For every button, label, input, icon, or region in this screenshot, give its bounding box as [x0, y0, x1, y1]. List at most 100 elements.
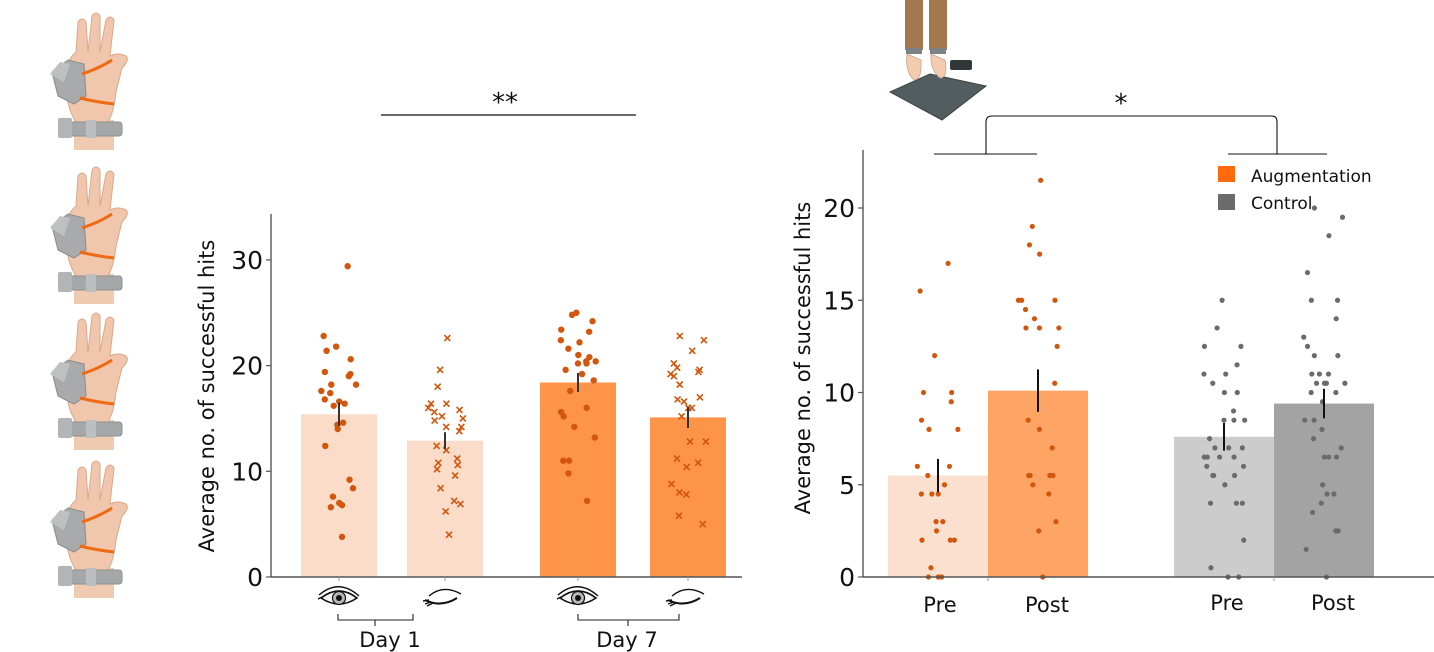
- data-point: [935, 491, 941, 497]
- data-point: [1311, 353, 1317, 359]
- data-point: [442, 423, 450, 431]
- y-tick-label: 20: [823, 194, 855, 223]
- data-point: [344, 263, 351, 270]
- data-point: [335, 398, 343, 405]
- y-tick-label: 20: [231, 352, 263, 381]
- data-point: [1234, 389, 1240, 396]
- data-point: [1311, 205, 1318, 211]
- left-significance-label: **: [492, 88, 518, 118]
- data-point: [674, 395, 682, 403]
- x-tick-pre-augmentation: Pre: [923, 593, 956, 617]
- data-point: [1333, 528, 1339, 534]
- eye-open-icon: [556, 585, 599, 606]
- data-point: [694, 368, 703, 376]
- data-point: [1226, 445, 1232, 451]
- y-tick-label: 5: [839, 471, 855, 500]
- data-point: [453, 455, 461, 463]
- data-point: [451, 471, 459, 480]
- data-point: [1230, 408, 1237, 414]
- data-point: [557, 337, 565, 344]
- data-point: [1054, 343, 1060, 349]
- data-point: [1029, 223, 1035, 230]
- x-tick-post-control: Post: [1311, 591, 1355, 615]
- bar: [988, 390, 1088, 577]
- data-point: [560, 457, 567, 464]
- data-point: [951, 537, 957, 543]
- data-point: [1239, 445, 1245, 451]
- data-point: [1023, 325, 1029, 331]
- legend-swatch-augmentation: [1218, 166, 1235, 182]
- data-point: [1207, 500, 1214, 506]
- data-point: [562, 366, 569, 374]
- data-point: [321, 368, 329, 376]
- data-point: [700, 336, 708, 344]
- data-point: [349, 485, 357, 492]
- data-point: [929, 491, 935, 497]
- feet-force-plate-illustration: [888, 0, 988, 121]
- data-point: [918, 417, 925, 423]
- data-point: [574, 360, 582, 367]
- right-chart: 0 5 10 15 20: [823, 150, 1434, 592]
- data-point: [933, 519, 939, 525]
- data-point: [1212, 445, 1218, 451]
- data-point: [443, 334, 451, 342]
- data-point: [455, 427, 463, 435]
- data-point: [1221, 417, 1227, 423]
- data-point: [699, 520, 707, 528]
- data-point: [433, 442, 441, 450]
- data-point: [318, 387, 325, 395]
- data-point: [1310, 436, 1317, 442]
- data-point: [437, 484, 445, 492]
- group-label-day-1: Day 1: [359, 628, 421, 652]
- data-point: [341, 400, 348, 407]
- eye-closed-icon: [665, 588, 705, 607]
- data-point: [1036, 426, 1043, 432]
- data-point: [1204, 463, 1210, 469]
- data-point: [1301, 334, 1307, 340]
- data-point: [1204, 454, 1210, 460]
- data-point: [1319, 426, 1325, 432]
- data-point: [438, 412, 446, 420]
- data-point: [583, 360, 590, 367]
- data-point: [925, 472, 931, 479]
- data-point: [442, 507, 450, 516]
- hand-illustration-1: [48, 11, 129, 152]
- data-point: [1047, 472, 1053, 479]
- data-point: [1326, 454, 1332, 460]
- group-label-day-7: Day 7: [596, 628, 658, 652]
- data-point: [1214, 325, 1220, 331]
- data-point: [918, 491, 924, 497]
- data-point: [430, 408, 438, 416]
- data-point: [575, 351, 582, 359]
- data-point: [680, 397, 688, 406]
- data-point: [352, 381, 360, 388]
- data-point: [442, 400, 450, 408]
- data-point: [1031, 316, 1038, 322]
- data-point: [1056, 325, 1062, 331]
- data-point: [338, 533, 346, 541]
- data-point: [696, 393, 704, 401]
- data-point: [940, 519, 946, 525]
- data-point: [949, 389, 955, 396]
- data-point: [1333, 316, 1339, 322]
- data-point: [565, 345, 572, 352]
- data-point: [445, 531, 453, 539]
- data-point: [424, 404, 432, 412]
- data-point: [1233, 500, 1240, 506]
- data-point: [1304, 269, 1311, 276]
- data-point: [675, 512, 683, 520]
- data-point: [686, 438, 694, 446]
- data-point: [1311, 417, 1317, 423]
- data-point: [933, 528, 940, 534]
- data-point: [678, 412, 686, 420]
- data-point: [567, 387, 574, 395]
- x-tick-pre-control: Pre: [1210, 591, 1243, 615]
- data-point: [1304, 343, 1311, 349]
- data-point: [1052, 297, 1058, 303]
- data-point: [1206, 436, 1213, 442]
- legend-swatch-control: [1218, 194, 1235, 210]
- x-tick-post-augmentation: Post: [1025, 593, 1069, 617]
- data-point: [670, 372, 678, 380]
- data-point: [1231, 417, 1237, 423]
